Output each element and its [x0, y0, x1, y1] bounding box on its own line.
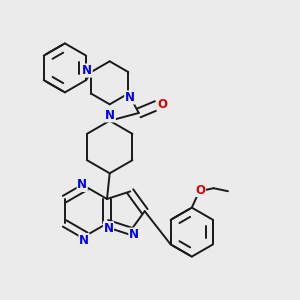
Text: N: N [79, 234, 89, 247]
Text: N: N [129, 228, 139, 241]
Text: O: O [196, 184, 206, 196]
Text: N: N [103, 222, 113, 235]
Text: N: N [105, 109, 115, 122]
Text: N: N [82, 64, 92, 77]
Text: N: N [77, 178, 87, 191]
Text: N: N [125, 91, 135, 104]
Text: O: O [157, 98, 167, 111]
